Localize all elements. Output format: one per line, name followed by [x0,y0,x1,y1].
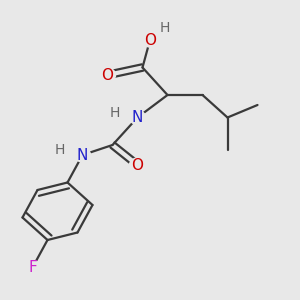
Ellipse shape [100,68,116,82]
Text: F: F [28,260,37,275]
Text: N: N [132,110,143,125]
Text: H: H [110,106,120,119]
Ellipse shape [74,148,91,162]
Text: O: O [144,32,156,47]
Text: H: H [55,143,65,157]
Ellipse shape [130,110,146,124]
Text: H: H [160,20,170,34]
Text: O: O [131,158,143,172]
Ellipse shape [130,158,146,172]
Text: N: N [77,148,88,163]
Ellipse shape [142,33,158,47]
Text: O: O [101,68,113,82]
Ellipse shape [25,260,40,274]
